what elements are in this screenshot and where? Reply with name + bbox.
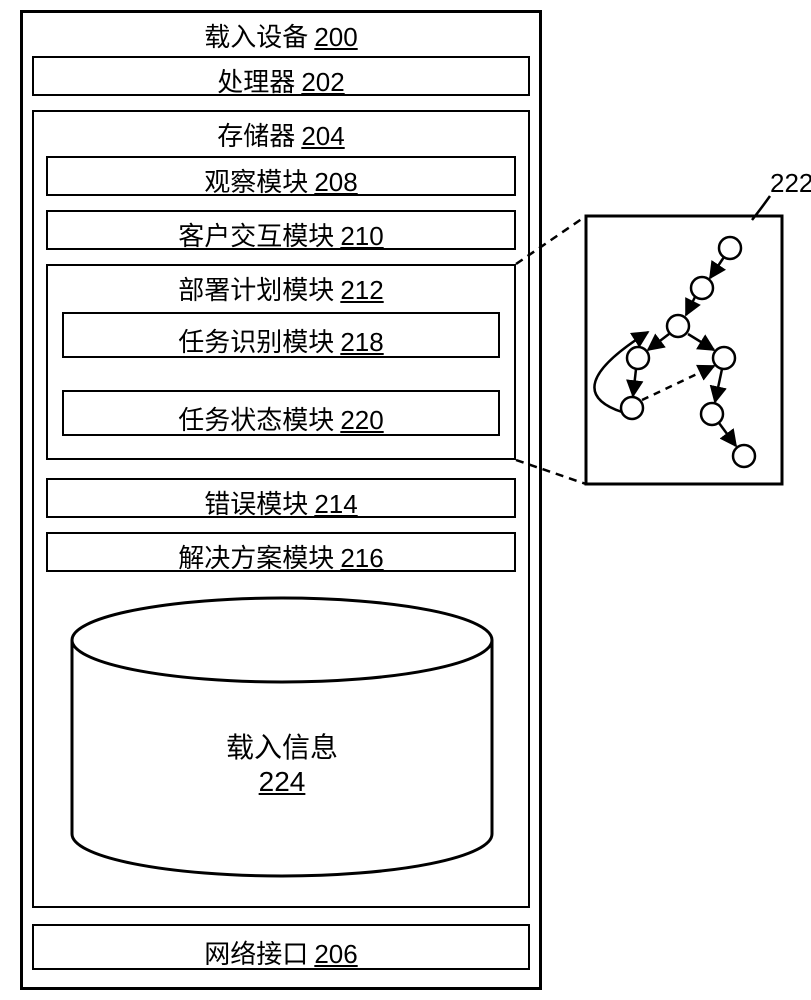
diagram-canvas: 载入设备200 处理器202 存储器204 观察模块208 客户交互模块210 … [0,0,811,1000]
callout-ref: 222 [770,168,811,198]
callout-graph: 222 [0,0,811,1000]
